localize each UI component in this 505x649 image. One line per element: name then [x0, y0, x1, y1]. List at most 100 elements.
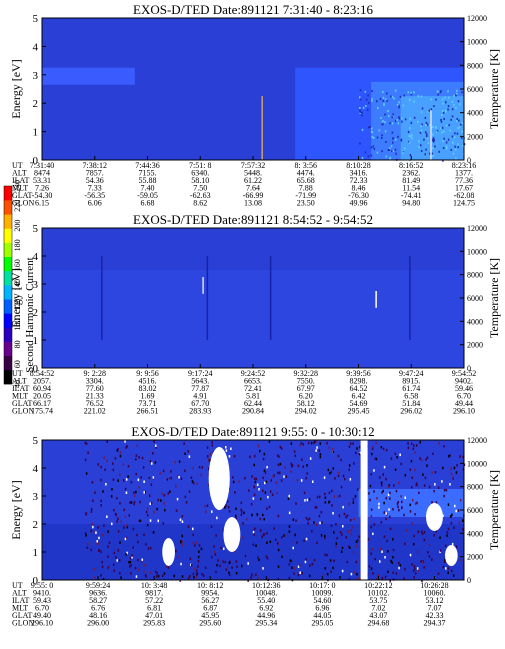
y2-tick-label: 4000 — [467, 109, 483, 118]
colorbar-tick-label: 160 — [13, 259, 22, 271]
colorbar-swatch — [4, 299, 12, 314]
table-cell: 67.97 — [297, 384, 315, 393]
table-cell: 295.60 — [199, 619, 221, 628]
table-cell: 53.12 — [425, 596, 443, 605]
table-cell: 53.75 — [369, 596, 387, 605]
table-cell: 76.52 — [86, 399, 104, 408]
y2-tick-label: 10000 — [467, 38, 487, 47]
table-cell: 9:17:24 — [188, 369, 212, 378]
table-cell: 6653. — [244, 377, 262, 386]
table-cell: 295.34 — [255, 619, 277, 628]
table-cell: 9:54:52 — [452, 369, 476, 378]
panel-title: EXOS-D/TED Date:891121 9:55: 0 - 10:30:1… — [131, 424, 374, 439]
table-cell: 6.68 — [141, 199, 155, 208]
colorbar-tick-label: 180 — [13, 239, 22, 251]
table-cell: 21.33 — [86, 392, 104, 401]
table-cell: 81.49 — [402, 176, 420, 185]
table-cell: 57.22 — [145, 596, 163, 605]
y2-axis-label: Temperature [K] — [487, 470, 501, 550]
table-cell: 11.54 — [402, 184, 420, 193]
table-cell: 4516. — [139, 377, 157, 386]
y2-tick-label: 8000 — [467, 61, 483, 70]
table-row-label: GLON — [12, 199, 34, 208]
table-cell: 7:51: 8 — [189, 161, 211, 170]
table-cell: -56.35 — [84, 191, 105, 200]
y2-tick-label: 12000 — [467, 436, 487, 445]
table-cell: -54.30 — [32, 191, 53, 200]
y2-tick-label: 12000 — [467, 14, 487, 23]
table-row-label: ILAT — [12, 596, 29, 605]
table-cell: 9410. — [33, 589, 51, 598]
y2-tick-label: 6000 — [467, 294, 483, 303]
panel-title: EXOS-D/TED Date:891121 8:54:52 - 9:54:52 — [133, 212, 373, 227]
y2-tick-label: 6000 — [467, 85, 483, 94]
table-cell: 10: 3:48 — [141, 581, 167, 590]
y2-axis-label: Temperature [K] — [487, 49, 501, 129]
colorbar-swatch — [4, 341, 12, 357]
table-cell: -74.41 — [401, 191, 422, 200]
table-cell: 5.81 — [246, 392, 260, 401]
table-cell: 6.81 — [147, 604, 161, 613]
table-cell: 7:38:12 — [83, 161, 107, 170]
table-cell: 45.95 — [201, 611, 219, 620]
table-cell: 7:57:32 — [241, 161, 265, 170]
table-cell: 43.07 — [369, 611, 387, 620]
table-row-label: GLON — [12, 619, 34, 628]
spectrogram-texture — [42, 256, 464, 368]
table-cell: 124.75 — [453, 199, 475, 208]
y2-tick-label: 2000 — [467, 341, 483, 350]
table-cell: 23.50 — [297, 199, 315, 208]
table-cell: -76.30 — [348, 191, 369, 200]
y-axis-label: Energy [eV] — [9, 268, 23, 327]
table-cell: 7.40 — [141, 184, 155, 193]
colorbar-swatch — [4, 228, 12, 243]
colorbar-frame — [3, 185, 13, 385]
table-cell: 6.70 — [35, 604, 49, 613]
table-cell: 7:44:36 — [135, 161, 159, 170]
table-cell: 49.44 — [455, 399, 473, 408]
panel-title: EXOS-D/TED Date:891121 7:31:40 - 8:23:16 — [133, 2, 373, 17]
table-cell: 175.74 — [31, 407, 53, 416]
y2-tick-label: 0 — [467, 156, 471, 165]
table-cell: 56.27 — [201, 596, 219, 605]
table-row-label: UT — [12, 161, 23, 170]
table-cell: 77.36 — [455, 176, 473, 185]
colorbar-tick-label: 140 — [13, 279, 22, 291]
table-cell: 5448. — [244, 169, 262, 178]
table-cell: 1.69 — [141, 392, 155, 401]
table-cell: 72.41 — [244, 384, 262, 393]
table-row-label: ALT — [12, 589, 27, 598]
table-cell: -59.05 — [137, 191, 158, 200]
table-cell: 10048. — [255, 589, 277, 598]
table-cell: 42.33 — [425, 611, 443, 620]
colorbar-tick-label: 100 — [13, 319, 22, 331]
table-cell: 8298. — [350, 377, 368, 386]
y-tick-label: 0 — [33, 363, 39, 375]
y2-tick-label: 4000 — [467, 529, 483, 538]
table-cell: 10102. — [367, 589, 389, 598]
table-cell: -62.08 — [454, 191, 475, 200]
table-cell: 6.20 — [299, 392, 313, 401]
table-cell: 44.05 — [313, 611, 331, 620]
table-cell: 58.10 — [191, 176, 209, 185]
table-cell: 294.37 — [423, 619, 445, 628]
colorbar-swatch — [4, 355, 12, 371]
y-tick-label: 3 — [33, 279, 39, 291]
y-tick-label: 5 — [33, 435, 39, 447]
spectrogram-texture — [42, 67, 466, 162]
colorbar-tick-label: 120 — [13, 299, 22, 311]
table-cell: 7.50 — [193, 184, 207, 193]
table-cell: 9:59:24 — [86, 581, 110, 590]
y2-tick-label: 8000 — [467, 483, 483, 492]
table-row-label: ILAT — [12, 384, 29, 393]
y-tick-label: 0 — [33, 155, 39, 167]
table-cell: 60.94 — [33, 384, 51, 393]
colorbar-tick-label: 200 — [13, 220, 22, 232]
table-cell: 7857. — [86, 169, 104, 178]
table-cell: 55.40 — [257, 596, 275, 605]
table-cell: 266.51 — [137, 407, 159, 416]
table-cell: 17.67 — [455, 184, 473, 193]
table-cell: 3416. — [350, 169, 368, 178]
table-cell: 49.96 — [350, 199, 368, 208]
